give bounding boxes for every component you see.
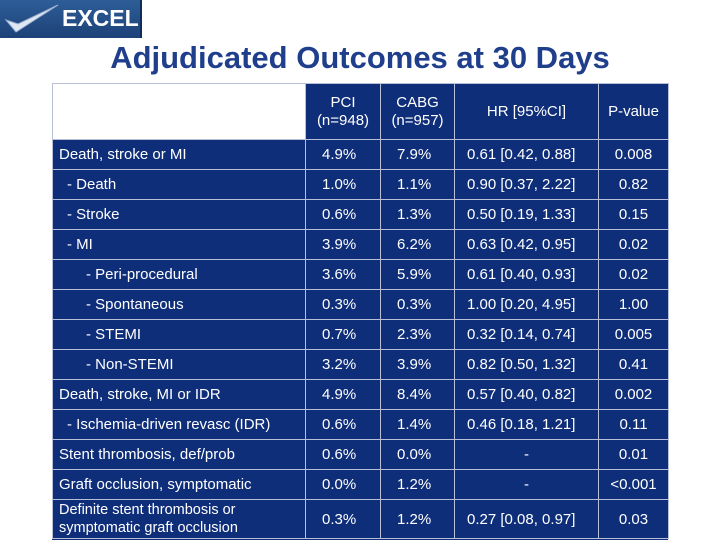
header-pvalue: P-value	[598, 83, 669, 140]
hr-value: 0.63 [0.42, 0.95]	[454, 229, 599, 260]
hr-value: 0.82 [0.50, 1.32]	[454, 349, 599, 380]
row-label: - Non-STEMI	[52, 349, 306, 380]
pci-value: 1.0%	[305, 169, 381, 200]
row-label: - Peri-procedural	[52, 259, 306, 290]
slide-title: Adjudicated Outcomes at 30 Days	[110, 40, 610, 75]
cabg-value: 5.9%	[380, 259, 455, 290]
row-label: Death, stroke, MI or IDR	[52, 379, 306, 410]
cabg-value: 2.3%	[380, 319, 455, 350]
cabg-value: 0.0%	[380, 439, 455, 470]
hr-value: -	[454, 469, 599, 500]
row-label: - Spontaneous	[52, 289, 306, 320]
row-label: - MI	[52, 229, 306, 260]
cabg-value: 6.2%	[380, 229, 455, 260]
row-label: Death, stroke or MI	[52, 139, 306, 170]
cabg-value: 1.1%	[380, 169, 455, 200]
row-label: - Stroke	[52, 199, 306, 230]
hr-value: 0.57 [0.40, 0.82]	[454, 379, 599, 410]
header-pci: PCI (n=948)	[305, 83, 381, 140]
p-value: 0.01	[598, 439, 669, 470]
hr-value: 0.50 [0.19, 1.33]	[454, 199, 599, 230]
excel-logo: EXCEL	[0, 0, 142, 38]
table-row: Stent thrombosis, def/prob 0.6% 0.0% - 0…	[52, 439, 669, 470]
hr-value: 0.27 [0.08, 0.97]	[454, 499, 599, 539]
p-value: 0.41	[598, 349, 669, 380]
row-label: - STEMI	[52, 319, 306, 350]
cabg-value: 1.2%	[380, 469, 455, 500]
pci-value: 4.9%	[305, 139, 381, 170]
pci-value: 0.6%	[305, 199, 381, 230]
pci-value: 3.6%	[305, 259, 381, 290]
p-value: 0.008	[598, 139, 669, 170]
row-label: - Death	[52, 169, 306, 200]
p-value: 0.02	[598, 259, 669, 290]
table-row: - Death 1.0% 1.1% 0.90 [0.37, 2.22] 0.82	[52, 169, 669, 200]
table-row: - Peri-procedural 3.6% 5.9% 0.61 [0.40, …	[52, 259, 669, 290]
hr-value: 0.61 [0.42, 0.88]	[454, 139, 599, 170]
p-value: 0.005	[598, 319, 669, 350]
p-value: 0.15	[598, 199, 669, 230]
header-cabg: CABG (n=957)	[380, 83, 455, 140]
cabg-value: 3.9%	[380, 349, 455, 380]
pci-value: 4.9%	[305, 379, 381, 410]
outcomes-table: PCI (n=948) CABG (n=957) HR [95%CI] P-va…	[52, 83, 669, 539]
p-value: 0.82	[598, 169, 669, 200]
pci-value: 0.6%	[305, 409, 381, 440]
table-row: Death, stroke or MI 4.9% 7.9% 0.61 [0.42…	[52, 139, 669, 170]
table-row: - Spontaneous 0.3% 0.3% 1.00 [0.20, 4.95…	[52, 289, 669, 320]
hr-value: 1.00 [0.20, 4.95]	[454, 289, 599, 320]
table-row: - STEMI 0.7% 2.3% 0.32 [0.14, 0.74] 0.00…	[52, 319, 669, 350]
p-value: 0.02	[598, 229, 669, 260]
cabg-value: 0.3%	[380, 289, 455, 320]
row-label: Graft occlusion, symptomatic	[52, 469, 306, 500]
cabg-value: 1.2%	[380, 499, 455, 539]
table-row: - Stroke 0.6% 1.3% 0.50 [0.19, 1.33] 0.1…	[52, 199, 669, 230]
cabg-value: 8.4%	[380, 379, 455, 410]
row-label: - Ischemia-driven revasc (IDR)	[52, 409, 306, 440]
row-label: Definite stent thrombosis or symptomatic…	[52, 499, 306, 539]
pci-value: 0.3%	[305, 499, 381, 539]
pci-value: 3.9%	[305, 229, 381, 260]
pci-value: 0.6%	[305, 439, 381, 470]
header-blank-cell	[52, 83, 306, 140]
pci-value: 0.3%	[305, 289, 381, 320]
header-pci-line2: (n=948)	[316, 111, 370, 129]
table-row: Death, stroke, MI or IDR 4.9% 8.4% 0.57 …	[52, 379, 669, 410]
cabg-value: 7.9%	[380, 139, 455, 170]
hr-value: 0.61 [0.40, 0.93]	[454, 259, 599, 290]
logo-text: EXCEL	[62, 5, 139, 31]
hr-value: 0.32 [0.14, 0.74]	[454, 319, 599, 350]
header-hr: HR [95%CI]	[454, 83, 599, 140]
pci-value: 0.0%	[305, 469, 381, 500]
cabg-value: 1.3%	[380, 199, 455, 230]
p-value: 0.03	[598, 499, 669, 539]
row-label: Stent thrombosis, def/prob	[52, 439, 306, 470]
checkmark-icon	[4, 4, 59, 33]
header-cabg-line1: CABG	[396, 93, 439, 111]
header-pci-line1: PCI	[330, 93, 356, 111]
table-row: - Non-STEMI 3.2% 3.9% 0.82 [0.50, 1.32] …	[52, 349, 669, 380]
header-cabg-line2: (n=957)	[391, 111, 444, 129]
pci-value: 0.7%	[305, 319, 381, 350]
hr-value: -	[454, 439, 599, 470]
p-value: <0.001	[598, 469, 669, 500]
table-header-row: PCI (n=948) CABG (n=957) HR [95%CI] P-va…	[52, 83, 669, 140]
hr-value: 0.46 [0.18, 1.21]	[454, 409, 599, 440]
cabg-value: 1.4%	[380, 409, 455, 440]
p-value: 1.00	[598, 289, 669, 320]
pci-value: 3.2%	[305, 349, 381, 380]
p-value: 0.002	[598, 379, 669, 410]
table-row: - Ischemia-driven revasc (IDR) 0.6% 1.4%…	[52, 409, 669, 440]
table-row: Definite stent thrombosis or symptomatic…	[52, 499, 669, 539]
hr-value: 0.90 [0.37, 2.22]	[454, 169, 599, 200]
table-row: - MI 3.9% 6.2% 0.63 [0.42, 0.95] 0.02	[52, 229, 669, 260]
table-row: Graft occlusion, symptomatic 0.0% 1.2% -…	[52, 469, 669, 500]
p-value: 0.11	[598, 409, 669, 440]
